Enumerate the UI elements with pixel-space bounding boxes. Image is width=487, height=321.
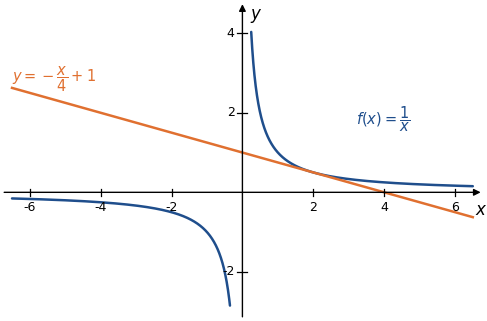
Text: $f(x) = \dfrac{1}{x}$: $f(x) = \dfrac{1}{x}$	[356, 104, 411, 134]
Text: 2: 2	[227, 106, 235, 119]
Text: -4: -4	[94, 201, 107, 214]
Text: 2: 2	[309, 201, 317, 214]
Text: -2: -2	[166, 201, 178, 214]
Text: y: y	[250, 5, 260, 23]
Text: 4: 4	[380, 201, 388, 214]
Text: x: x	[475, 201, 485, 219]
Text: -2: -2	[222, 265, 235, 278]
Text: $y = -\dfrac{x}{4} + 1$: $y = -\dfrac{x}{4} + 1$	[12, 64, 96, 94]
Text: 6: 6	[451, 201, 459, 214]
Text: -6: -6	[23, 201, 36, 214]
Text: 4: 4	[227, 27, 235, 40]
